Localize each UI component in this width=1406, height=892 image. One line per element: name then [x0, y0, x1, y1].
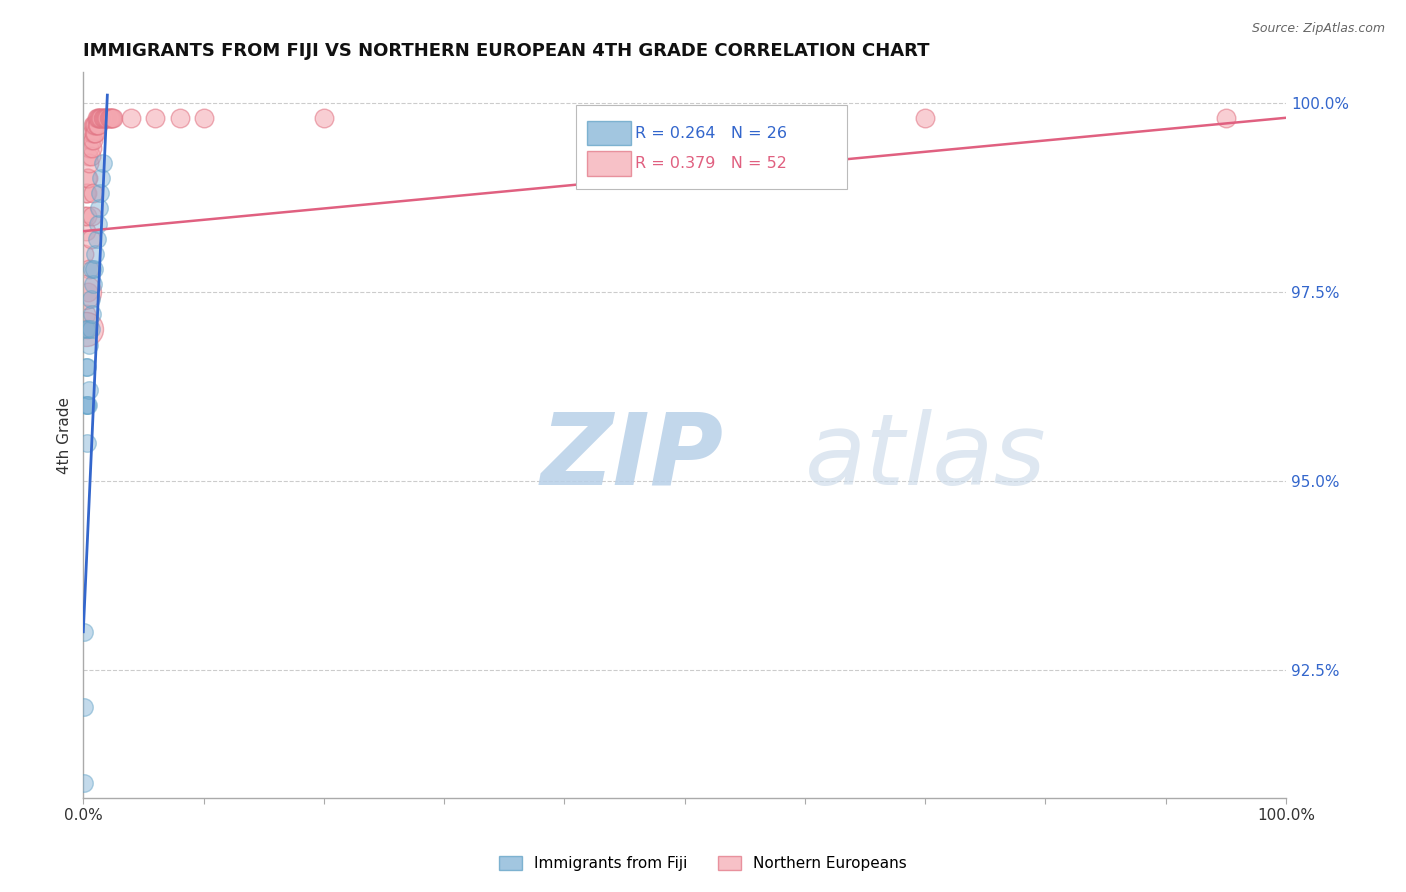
Point	[76, 171, 98, 186]
Point	[87, 119, 110, 133]
Point	[101, 111, 124, 125]
Point	[77, 148, 100, 162]
Point	[76, 186, 98, 201]
Point	[94, 111, 117, 125]
Point	[82, 277, 104, 291]
Point	[79, 292, 101, 306]
Point	[98, 111, 121, 125]
Point	[83, 126, 105, 140]
Point	[73, 624, 96, 639]
Point	[76, 435, 98, 450]
Point	[87, 202, 110, 216]
Text: IMMIGRANTS FROM FIJI VS NORTHERN EUROPEAN 4TH GRADE CORRELATION CHART: IMMIGRANTS FROM FIJI VS NORTHERN EUROPEA…	[83, 42, 929, 60]
Point	[80, 209, 103, 223]
Text: ZIP: ZIP	[540, 409, 723, 506]
Point	[80, 262, 103, 277]
Point	[73, 700, 96, 714]
Point	[82, 133, 104, 147]
FancyBboxPatch shape	[588, 121, 630, 145]
Point	[76, 322, 98, 336]
Point	[76, 360, 98, 375]
Y-axis label: 4th Grade: 4th Grade	[58, 397, 72, 474]
Point	[169, 111, 191, 125]
Point	[86, 119, 108, 133]
Point	[82, 119, 104, 133]
Point	[90, 171, 112, 186]
Point	[120, 111, 142, 125]
Point	[80, 141, 103, 155]
Point	[84, 119, 107, 133]
Point	[73, 776, 96, 790]
Point	[79, 133, 101, 147]
Point	[86, 232, 108, 246]
Point	[76, 209, 98, 223]
Point	[94, 111, 117, 125]
Point	[77, 398, 100, 412]
Point	[73, 209, 96, 223]
Point	[100, 111, 122, 125]
Point	[86, 111, 108, 125]
Point	[89, 186, 111, 201]
Point	[103, 111, 125, 125]
Point	[97, 111, 120, 125]
Point	[84, 247, 107, 261]
Point	[75, 360, 97, 375]
Point	[79, 141, 101, 155]
Point	[73, 285, 96, 299]
Point	[79, 232, 101, 246]
Point	[73, 247, 96, 261]
Point	[77, 171, 100, 186]
Point	[75, 224, 97, 238]
Point	[75, 398, 97, 412]
Point	[76, 398, 98, 412]
Point	[79, 337, 101, 351]
Point	[79, 322, 101, 336]
Point	[79, 148, 101, 162]
Point	[79, 383, 101, 397]
Text: atlas: atlas	[804, 409, 1046, 506]
Point	[75, 322, 97, 336]
Text: R = 0.379   N = 52: R = 0.379 N = 52	[636, 156, 787, 171]
Point	[80, 126, 103, 140]
Point	[79, 156, 101, 170]
Point	[193, 111, 215, 125]
Point	[91, 156, 114, 170]
Point	[87, 111, 110, 125]
Point	[83, 119, 105, 133]
Point	[145, 111, 167, 125]
Text: Source: ZipAtlas.com: Source: ZipAtlas.com	[1251, 22, 1385, 36]
Legend: Immigrants from Fiji, Northern Europeans: Immigrants from Fiji, Northern Europeans	[494, 850, 912, 877]
Point	[75, 186, 97, 201]
Point	[89, 111, 111, 125]
Point	[75, 322, 97, 336]
Point	[82, 186, 104, 201]
Point	[77, 285, 100, 299]
Point	[914, 111, 936, 125]
FancyBboxPatch shape	[576, 105, 846, 188]
Point	[87, 217, 110, 231]
Point	[87, 111, 110, 125]
Point	[91, 111, 114, 125]
Point	[83, 262, 105, 277]
Point	[93, 111, 115, 125]
Point	[80, 307, 103, 321]
Point	[84, 126, 107, 140]
Point	[96, 111, 118, 125]
Point	[90, 111, 112, 125]
Point	[77, 322, 100, 336]
FancyBboxPatch shape	[588, 152, 630, 176]
Point	[1215, 111, 1237, 125]
Point	[312, 111, 335, 125]
Point	[79, 262, 101, 277]
Point	[75, 307, 97, 321]
Text: R = 0.264   N = 26: R = 0.264 N = 26	[636, 126, 787, 141]
